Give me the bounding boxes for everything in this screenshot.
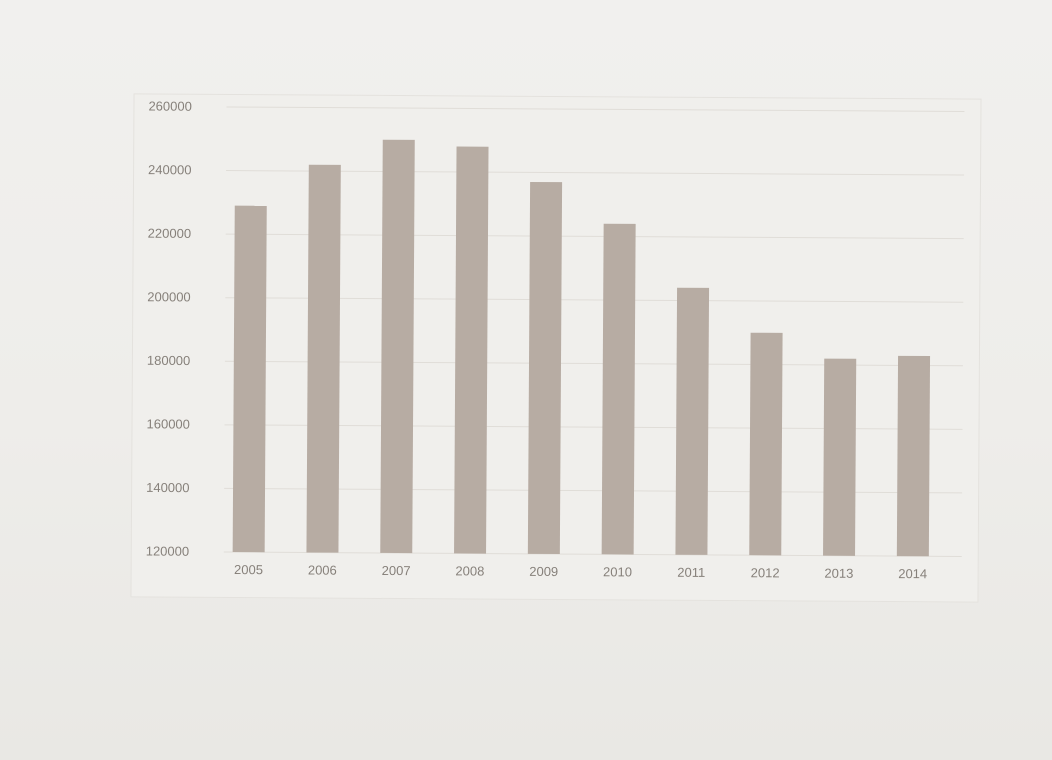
bar-2006 [306,164,341,553]
bar-2005 [232,205,267,553]
bar-2007 [380,139,415,554]
bar-2014 [896,355,931,557]
bars [232,139,931,557]
bar-chart: 120000 140000 160000 180000 200000 220000 2400… [146,99,965,581]
x-tick-label: 2009 [529,564,558,579]
x-tick-label: 2010 [603,564,632,579]
gridlines [223,106,965,557]
chart-area: 120000 140000 160000 180000 200000 220000 2400… [130,93,982,603]
bar-2013 [823,358,857,556]
gridline [225,297,964,303]
x-tick-label: 2014 [898,566,927,581]
y-tick-label: 160000 [146,416,189,431]
y-tick-label: 140000 [146,480,189,495]
y-tick-label: 180000 [147,353,190,368]
gridline [226,106,965,112]
y-tick-label: 120000 [146,543,189,558]
y-tick-label: 260000 [148,99,191,114]
bar-2012 [749,332,783,556]
y-tick-label: 240000 [148,162,191,177]
y-axis-ticks: 120000 140000 160000 180000 200000 220000 2400… [146,99,192,559]
x-tick-label: 2007 [382,563,411,578]
y-tick-label: 200000 [147,289,190,304]
bar-2008 [454,146,489,554]
bar-2009 [527,181,563,555]
bar-2010 [601,223,636,555]
x-axis-ticks: 2005 2006 2007 2008 2009 2010 2011 2012 2013 2014 [234,562,927,581]
gridline [226,170,965,176]
bar-2011 [675,287,710,555]
x-tick-label: 2005 [234,562,263,577]
x-tick-label: 2012 [751,565,780,580]
gridline [225,233,964,240]
x-tick-label: 2008 [455,563,484,578]
x-tick-label: 2013 [824,566,853,581]
x-tick-label: 2011 [677,565,705,580]
y-tick-label: 220000 [148,226,191,241]
x-tick-label: 2006 [308,562,337,577]
